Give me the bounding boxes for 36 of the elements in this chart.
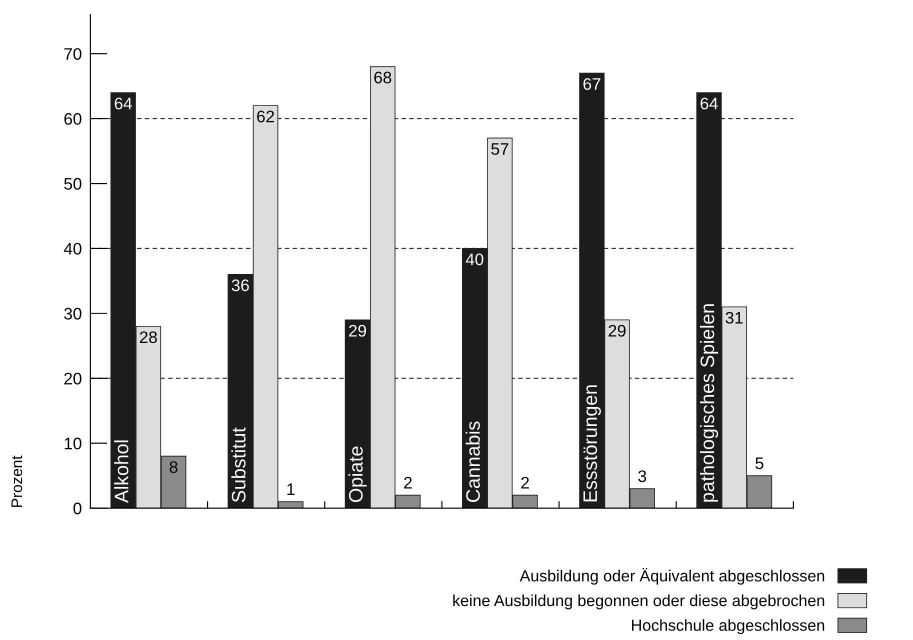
y-tick-label: 20 — [64, 372, 82, 385]
data-label: 36 — [232, 279, 249, 292]
y-axis-title: Prozent — [12, 456, 22, 507]
x-tick-label: Alkohol — [114, 440, 128, 503]
data-label: 2 — [404, 476, 412, 488]
data-label: 31 — [726, 312, 743, 324]
legend-label: Ausbildung oder Äquivalent abgeschlossen — [520, 568, 824, 585]
y-tick-label: 50 — [64, 178, 82, 190]
data-label: 68 — [374, 72, 392, 84]
x-tick-label: Opiate — [348, 446, 367, 502]
data-label: 40 — [466, 253, 484, 266]
x-tick-label: Cannabis — [466, 422, 480, 502]
y-tick-label: 30 — [64, 308, 82, 320]
data-label: 2 — [521, 476, 529, 488]
data-label: 62 — [257, 110, 274, 122]
data-label: 64 — [700, 98, 718, 110]
x-tick-label: Substitut — [231, 427, 246, 502]
data-label: 29 — [608, 324, 626, 337]
x-tick-label: Essstörungen — [584, 385, 601, 502]
data-label: 67 — [583, 78, 600, 90]
data-label: 1 — [287, 483, 295, 495]
data-label: 57 — [491, 143, 508, 155]
x-tick-label: pathologisches Spielen — [700, 304, 718, 502]
data-label: 8 — [170, 461, 178, 474]
data-label: 29 — [349, 324, 366, 337]
legend-label: Hochschule abgeschlossen — [632, 619, 824, 634]
data-label: 64 — [114, 98, 132, 110]
y-tick-label: 10 — [64, 438, 82, 450]
y-tick-label: 40 — [64, 242, 82, 255]
legend-label: keine Ausbildung begonnen oder diese abgebrochen — [453, 594, 824, 610]
y-tick-label: 70 — [64, 48, 82, 60]
data-label: 28 — [140, 331, 157, 344]
data-label: 5 — [755, 458, 764, 470]
y-tick-label: 0 — [73, 502, 82, 514]
data-label: 3 — [638, 470, 646, 482]
y-tick-label: 60 — [64, 113, 82, 125]
